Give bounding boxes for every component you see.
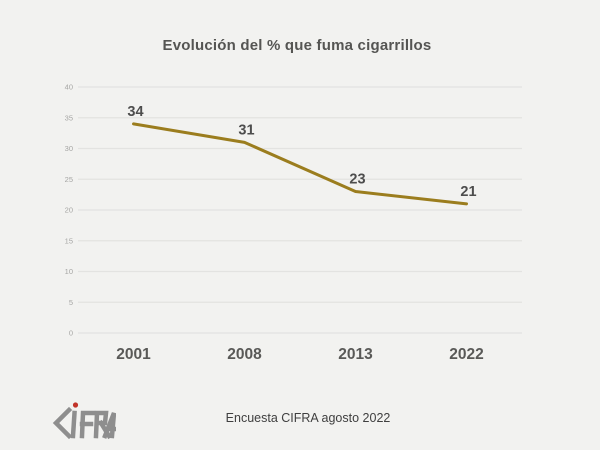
y-tick-label: 5	[69, 298, 73, 307]
y-tick-label: 20	[65, 206, 73, 215]
data-label: 34	[127, 104, 143, 120]
chart-title: Evolución del % que fuma cigarrillos	[162, 37, 432, 54]
y-tick-label: 15	[65, 236, 73, 245]
data-line	[132, 122, 468, 206]
data-label: 23	[349, 172, 365, 188]
data-label: 31	[238, 122, 254, 138]
y-tick-label: 30	[65, 144, 73, 153]
y-tick-label: 25	[65, 175, 73, 184]
logo-letter-a	[102, 412, 116, 439]
logo-letter-f	[79, 410, 96, 439]
x-tick-label: 2001	[116, 346, 151, 363]
x-tick-label: 2013	[338, 346, 373, 363]
y-tick-label: 0	[69, 329, 73, 338]
x-tick-label: 2008	[227, 346, 262, 363]
source-caption: Encuesta CIFRA agosto 2022	[225, 411, 391, 425]
data-label: 21	[460, 184, 476, 200]
cifra-logo	[52, 402, 116, 440]
y-tick-label: 40	[65, 83, 73, 92]
logo-letter-i	[70, 410, 77, 439]
logo-letter-c	[52, 406, 73, 440]
cifra-logo-letters	[52, 406, 116, 440]
y-tick-label: 35	[65, 113, 73, 122]
y-tick-label: 10	[65, 267, 73, 276]
x-tick-label: 2022	[449, 346, 483, 363]
logo-red-dot	[72, 402, 79, 408]
